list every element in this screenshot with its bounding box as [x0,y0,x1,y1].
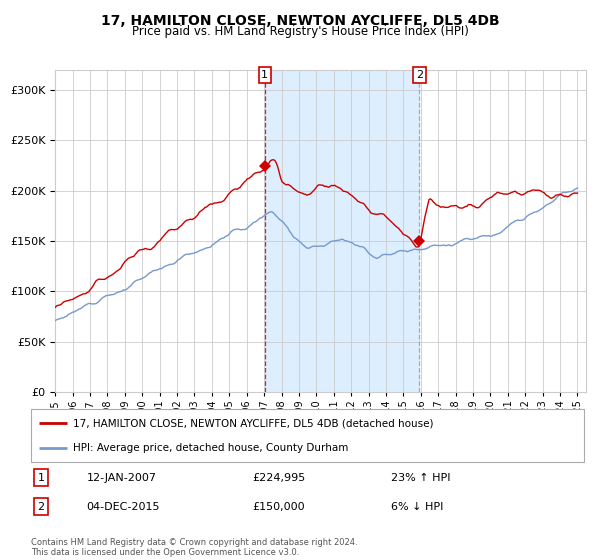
Text: 23% ↑ HPI: 23% ↑ HPI [391,473,450,483]
Text: 6% ↓ HPI: 6% ↓ HPI [391,502,443,512]
FancyBboxPatch shape [31,409,584,462]
Text: 2: 2 [38,502,45,512]
Text: Contains HM Land Registry data © Crown copyright and database right 2024.
This d: Contains HM Land Registry data © Crown c… [31,538,358,557]
Text: 1: 1 [38,473,44,483]
Text: £150,000: £150,000 [253,502,305,512]
Text: £224,995: £224,995 [253,473,306,483]
Text: 17, HAMILTON CLOSE, NEWTON AYCLIFFE, DL5 4DB (detached house): 17, HAMILTON CLOSE, NEWTON AYCLIFFE, DL5… [73,418,433,428]
Text: 17, HAMILTON CLOSE, NEWTON AYCLIFFE, DL5 4DB: 17, HAMILTON CLOSE, NEWTON AYCLIFFE, DL5… [101,14,499,28]
Text: 2: 2 [416,70,423,80]
Text: 04-DEC-2015: 04-DEC-2015 [86,502,160,512]
Text: 12-JAN-2007: 12-JAN-2007 [86,473,157,483]
Bar [265,70,419,392]
Text: Price paid vs. HM Land Registry's House Price Index (HPI): Price paid vs. HM Land Registry's House … [131,25,469,38]
Text: HPI: Average price, detached house, County Durham: HPI: Average price, detached house, Coun… [73,442,348,452]
Text: 1: 1 [262,70,268,80]
